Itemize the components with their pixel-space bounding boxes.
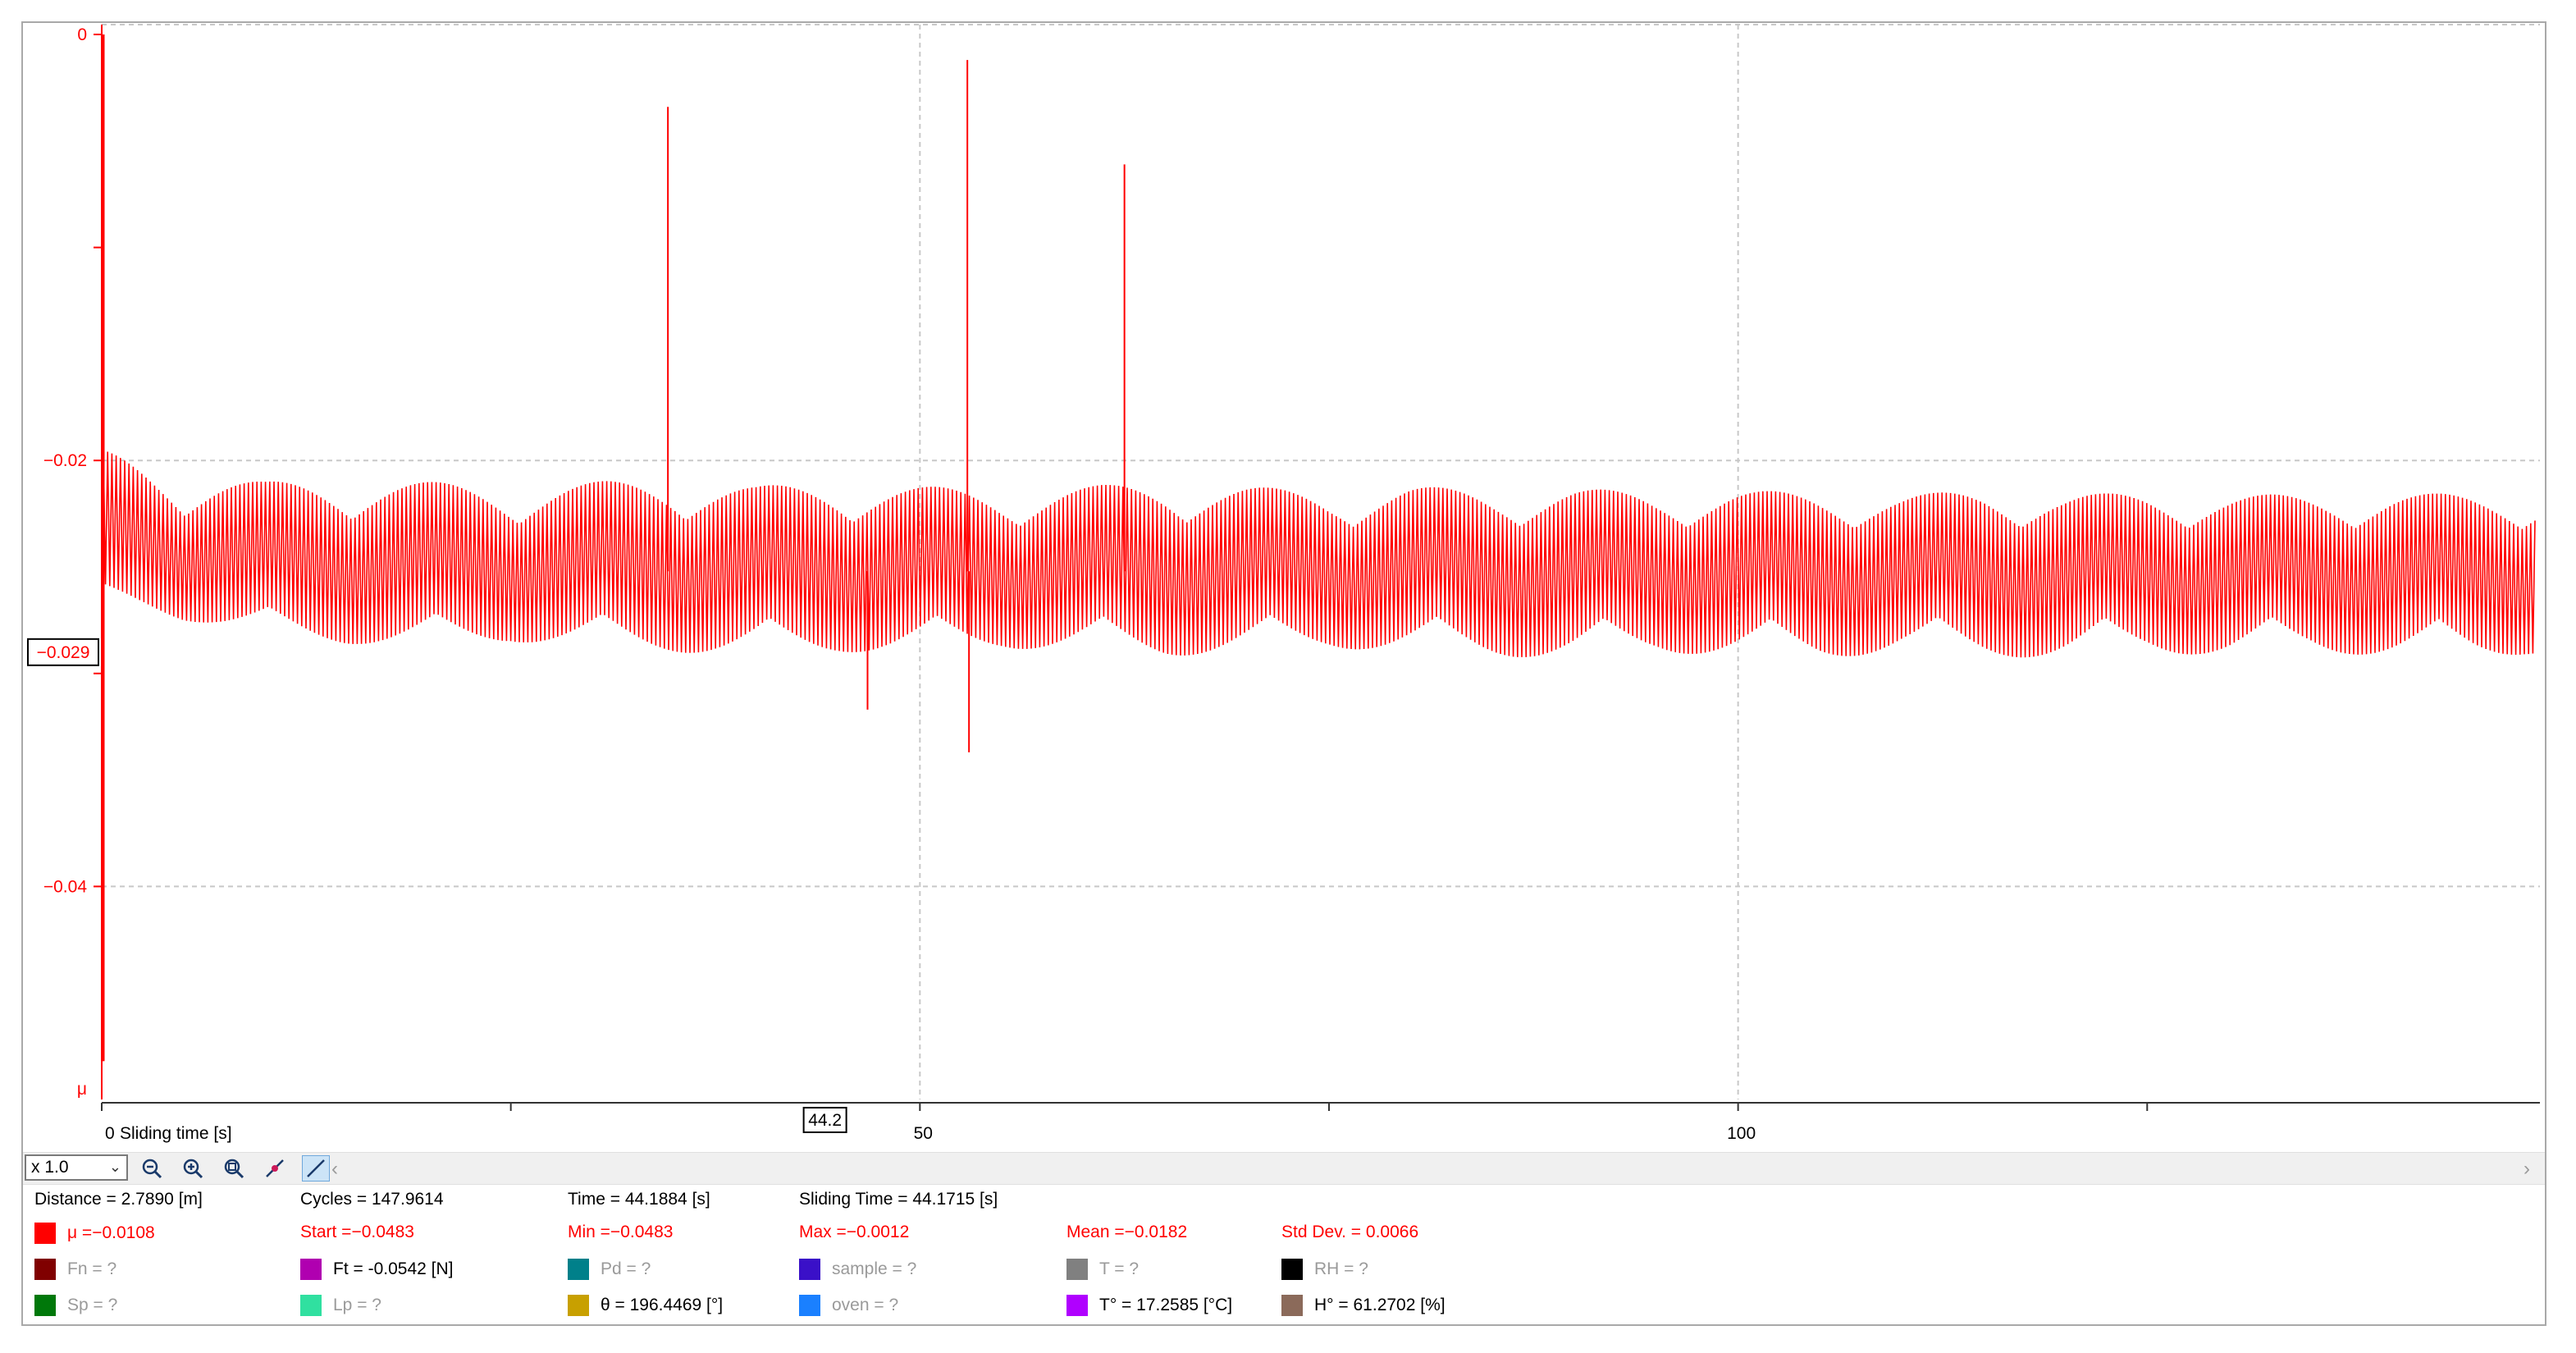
lp-value: Lp = ?	[333, 1296, 381, 1314]
humidity-color-swatch[interactable]	[1281, 1295, 1303, 1316]
ft-color-swatch[interactable]	[300, 1259, 322, 1280]
statistics-panel: Distance = 2.7890 [m] Cycles = 147.9614 …	[23, 1183, 2545, 1324]
cursor-time-box	[802, 1107, 847, 1133]
std-dev-value: Std Dev. = 0.0066	[1281, 1223, 1419, 1241]
temperature-value: T° = 17.2585 [°C]	[1099, 1296, 1233, 1314]
axes	[94, 25, 2540, 1111]
rh-value: RH = ?	[1314, 1259, 1368, 1278]
rh-readout[interactable]: RH = ?	[1281, 1259, 1368, 1280]
oven-color-swatch[interactable]	[799, 1295, 820, 1316]
pd-readout[interactable]: Pd = ?	[568, 1259, 651, 1280]
zoom-in-button[interactable]	[179, 1155, 207, 1182]
humidity-readout[interactable]: H° = 61.2702 [%]	[1281, 1295, 1446, 1316]
x-tick-label: 0	[105, 1124, 115, 1143]
cycles-readout: Cycles = 147.9614	[300, 1190, 444, 1209]
start-value: Start =−0.0483	[300, 1223, 414, 1241]
zoom-value: x 1.0	[31, 1158, 69, 1177]
zoom-fit-icon	[224, 1159, 244, 1179]
theta-readout[interactable]: θ = 196.4469 [°]	[568, 1295, 723, 1316]
sample-value: sample = ?	[832, 1259, 917, 1278]
friction-chart[interactable]: 0 −0.02 −0.04 μ 0 50 100 Sliding time [s] −0.02…	[0, 0, 2576, 1149]
series-mu-line	[102, 34, 2536, 1062]
chevron-down-icon: ⌄	[108, 1159, 121, 1175]
y-tick-label: −0.02	[43, 451, 87, 470]
y-tick-label: 0	[77, 25, 87, 44]
scroll-right-arrow[interactable]: ›	[2523, 1158, 2530, 1180]
mu-series-path	[103, 450, 2536, 658]
pd-value: Pd = ?	[601, 1259, 651, 1278]
line-mode-button[interactable]	[302, 1155, 330, 1182]
sliding-time-readout: Sliding Time = 44.1715 [s]	[799, 1190, 998, 1209]
theta-color-swatch[interactable]	[568, 1295, 589, 1316]
lp-color-swatch[interactable]	[300, 1295, 322, 1316]
sample-color-swatch[interactable]	[799, 1259, 820, 1280]
point-line-icon	[266, 1159, 284, 1177]
temperature-readout[interactable]: T° = 17.2585 [°C]	[1066, 1295, 1232, 1316]
t-value: T = ?	[1099, 1259, 1140, 1278]
zoom-out-button[interactable]	[138, 1155, 166, 1182]
axis-labels: 0 −0.02 −0.04 μ 0 50 100 Sliding time [s]	[43, 25, 1756, 1143]
mu-value: μ =−0.0108	[67, 1223, 155, 1242]
sp-color-swatch[interactable]	[34, 1295, 56, 1316]
mu-readout[interactable]: μ =−0.0108	[34, 1223, 155, 1244]
cursor-time-label: 44.2	[808, 1111, 842, 1130]
oven-value: oven = ?	[832, 1296, 899, 1314]
time-readout: Time = 44.1884 [s]	[568, 1190, 710, 1209]
oven-readout[interactable]: oven = ?	[799, 1295, 898, 1316]
x-tick-label: 100	[1727, 1124, 1756, 1143]
x-axis-label: Sliding time [s]	[120, 1124, 232, 1143]
temperature-color-swatch[interactable]	[1066, 1295, 1088, 1316]
sp-readout[interactable]: Sp = ?	[34, 1295, 117, 1316]
humidity-value: H° = 61.2702 [%]	[1314, 1296, 1446, 1314]
sp-value: Sp = ?	[67, 1296, 118, 1314]
min-value: Min =−0.0483	[568, 1223, 674, 1241]
y-axis-label: μ	[77, 1080, 87, 1099]
chart-toolbar: x 1.0 ⌄ ‹ ›	[23, 1152, 2545, 1185]
pd-color-swatch[interactable]	[568, 1259, 589, 1280]
sample-readout[interactable]: sample = ?	[799, 1259, 916, 1280]
zoom-in-icon	[183, 1159, 203, 1179]
y-tick-label: −0.04	[43, 877, 87, 896]
mean-value: Mean =−0.0182	[1066, 1223, 1188, 1241]
ft-value: Ft = -0.0542 [N]	[333, 1259, 454, 1278]
distance-readout: Distance = 2.7890 [m]	[34, 1190, 203, 1209]
point-mode-button[interactable]	[261, 1155, 289, 1182]
max-value: Max =−0.0012	[799, 1223, 910, 1241]
lp-readout[interactable]: Lp = ?	[300, 1295, 381, 1316]
theta-value: θ = 196.4469 [°]	[601, 1296, 724, 1314]
t-color-swatch[interactable]	[1066, 1259, 1088, 1280]
fn-value: Fn = ?	[67, 1259, 117, 1278]
mu-color-swatch[interactable]	[34, 1223, 56, 1244]
fn-color-swatch[interactable]	[34, 1259, 56, 1280]
cursor-value-label: −0.029	[37, 643, 90, 662]
cursor-value-box	[27, 638, 99, 666]
rh-color-swatch[interactable]	[1281, 1259, 1303, 1280]
fn-readout[interactable]: Fn = ?	[34, 1259, 116, 1280]
line-icon	[307, 1159, 325, 1177]
ft-readout[interactable]: Ft = -0.0542 [N]	[300, 1259, 454, 1280]
chart-window	[21, 21, 2546, 1326]
x-tick-label: 50	[914, 1124, 933, 1143]
zoom-out-icon	[142, 1159, 162, 1179]
cursor-readouts: −0.029 44.2	[27, 638, 847, 1133]
zoom-select[interactable]: x 1.0 ⌄	[25, 1154, 128, 1181]
t-readout[interactable]: T = ?	[1066, 1259, 1139, 1280]
zoom-fit-button[interactable]	[220, 1155, 248, 1182]
scroll-left-arrow[interactable]: ‹	[331, 1158, 338, 1180]
